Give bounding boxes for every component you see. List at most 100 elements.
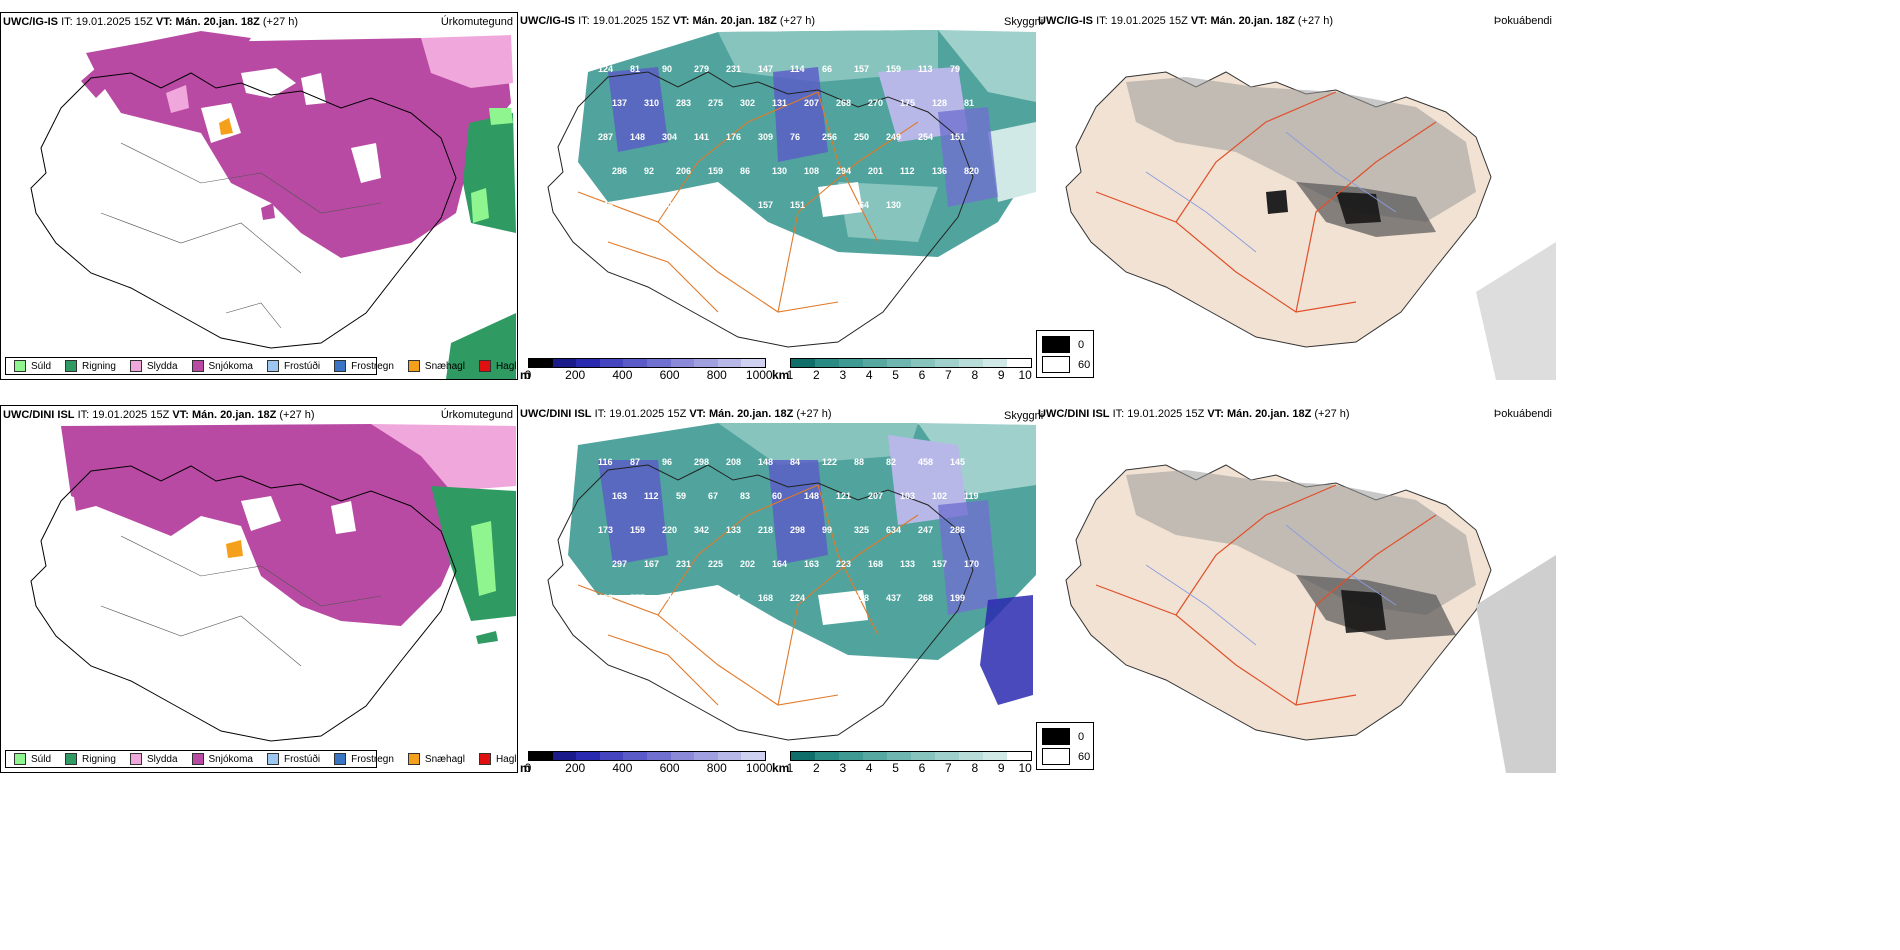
- ceiling-value-label: 133: [900, 559, 915, 569]
- ceiling-value-label: 164: [854, 200, 869, 210]
- ceiling-value-label: 157: [932, 559, 947, 569]
- ceiling-value-label: 201: [868, 166, 883, 176]
- field-name-skyggni-row2: Skyggni: [1004, 410, 1044, 422]
- visibility-unit: km: [772, 368, 790, 380]
- ceiling-value-label: 102: [932, 491, 947, 501]
- ceiling-value-label: 121: [836, 491, 851, 501]
- ceiling-value-label: 298: [790, 525, 805, 535]
- ceiling-value-label: 140: [630, 200, 645, 210]
- precip-panel-row2: UWC/DINI ISL IT: 19.01.2025 15Z VT: Mán.…: [0, 405, 518, 773]
- ceiling-value-label: 67: [708, 491, 718, 501]
- ceiling-value-label: 646: [598, 200, 613, 210]
- ceiling-value-label: 34: [772, 627, 782, 637]
- ceiling-value-label: 148: [804, 491, 819, 501]
- ceiling-value-label: 256: [822, 132, 837, 142]
- ceiling-value-label: 100: [662, 200, 677, 210]
- field-name: Þokuábendi: [1493, 408, 1552, 420]
- field-name: Úrkomutegund: [440, 16, 513, 28]
- precip-legend: Súld Rigning Slydda Snjókoma Frostúði Fr…: [5, 750, 517, 768]
- ceiling-value-label: 218: [758, 525, 773, 535]
- visibility-colorbar: km 1 2 3 4 5 6 7 8 9 10: [772, 749, 1034, 773]
- legend-item: Súld: [14, 360, 51, 372]
- fog-legend-row1: 0 60: [1036, 330, 1094, 378]
- ceiling-colorbar: m 0 200 400 600 800 1000: [520, 749, 773, 773]
- ceiling-value-label: 103: [900, 491, 915, 501]
- ceiling-value-label: 298: [694, 457, 709, 467]
- panel-title: UWC/IG-IS IT: 19.01.2025 15Z VT: Mán. 20…: [520, 15, 816, 27]
- ceiling-value-label: 131: [644, 627, 659, 637]
- legend-item: Frostúði: [266, 360, 320, 372]
- legend-item: Súld: [14, 753, 51, 765]
- ceiling-value-label: 76: [790, 132, 800, 142]
- ceiling-value-label: 116: [598, 457, 613, 467]
- visibility-unit: km: [772, 761, 790, 773]
- ceiling-value-label: 96: [662, 457, 672, 467]
- ceiling-value-label: 83: [740, 491, 750, 501]
- ceiling-value-label: 157: [758, 200, 773, 210]
- ceiling-value-label: 141: [662, 593, 677, 603]
- visibility-colorbar: km 1 2 3 4 5 6 7 8 9 10: [772, 356, 1034, 380]
- ceiling-value-label: 82: [886, 457, 896, 467]
- panel-title: UWC/IG-IS IT: 19.01.2025 15Z VT: Mán. 20…: [1038, 15, 1334, 27]
- ceiling-value-label: 170: [964, 559, 979, 569]
- ceiling-value-label: 197: [740, 627, 755, 637]
- ceiling-value-label: 279: [694, 64, 709, 74]
- ceiling-value-label: 302: [740, 98, 755, 108]
- ceiling-value-label: 223: [836, 559, 851, 569]
- ceiling-unit: m: [520, 761, 531, 773]
- ceiling-value-label: 157: [708, 627, 723, 637]
- panel-title: UWC/IG-IS IT: 19.01.2025 15Z VT: Mán. 20…: [3, 16, 299, 28]
- ceiling-value-label: 163: [612, 491, 627, 501]
- ceiling-value-label: 159: [886, 64, 901, 74]
- ceiling-labels: 116 87 96 298 208 148 84 122 88 82 458 145 163 112 59 6…: [598, 457, 979, 637]
- ceiling-value-label: 254: [918, 132, 933, 142]
- ceiling-value-label: 124: [598, 64, 613, 74]
- ceiling-value-label: 92: [644, 166, 654, 176]
- field-name: Þokuábendi: [1493, 15, 1552, 27]
- ceiling-value-label: 114: [726, 593, 741, 603]
- ceiling-value-label: 309: [758, 132, 773, 142]
- ceiling-value-label: 249: [886, 132, 901, 142]
- ceiling-value-label: 208: [726, 457, 741, 467]
- legend-item: Snjókoma: [191, 360, 253, 372]
- ceiling-value-label: 81: [630, 64, 640, 74]
- ceiling-value-label: 66: [822, 64, 832, 74]
- ceiling-value-label: 108: [804, 166, 819, 176]
- ceiling-value-label: 206: [676, 166, 691, 176]
- legend-item: Frostregn: [334, 360, 394, 372]
- ceiling-colorbar: m 0 200 400 600 800 1000: [520, 356, 773, 380]
- field-name-skyggni-row1: Skyggni: [1004, 16, 1044, 28]
- ceiling-value-label: 81: [964, 98, 974, 108]
- ceiling-labels: 124 81 90 279 231 147 114 66 157 159 113 79 137 310 28…: [598, 64, 979, 210]
- ceiling-value-label: 159: [630, 525, 645, 535]
- ceiling-value-label: 250: [854, 132, 869, 142]
- ceiling-value-label: 218: [854, 593, 869, 603]
- fog-panel-row1: UWC/IG-IS IT: 19.01.2025 15Z VT: Mán. 20…: [1036, 12, 1556, 380]
- ceiling-value-label: 247: [918, 525, 933, 535]
- ceiling-value-label: 458: [918, 457, 933, 467]
- ceiling-value-label: 130: [822, 200, 837, 210]
- ceiling-value-label: 324: [612, 627, 627, 637]
- ceiling-value-label: 128: [932, 98, 947, 108]
- ceiling-value-label: 79: [950, 64, 960, 74]
- ceiling-value-label: 151: [950, 132, 965, 142]
- ceiling-value-label: 167: [644, 559, 659, 569]
- ceiling-value-label: 275: [708, 98, 723, 108]
- ceiling-value-label: 141: [694, 132, 709, 142]
- fog-legend-row2: 0 60: [1036, 722, 1094, 770]
- ceiling-value-label: 268: [836, 98, 851, 108]
- ceiling-value-label: 148: [630, 132, 645, 142]
- ceiling-value-label: 168: [868, 559, 883, 569]
- ceiling-value-label: 207: [868, 491, 883, 501]
- ceiling-value-label: 224: [790, 593, 805, 603]
- ceiling-value-label: 84: [790, 457, 800, 467]
- legend-item: Frostúði: [266, 753, 320, 765]
- precip-panel-row1: UWC/IG-IS IT: 19.01.2025 15Z VT: Mán. 20…: [0, 12, 518, 380]
- ceiling-value-label: 131: [772, 98, 787, 108]
- ceiling-bar: [528, 358, 766, 368]
- ceiling-value-label: 168: [758, 593, 773, 603]
- ceiling-value-label: 225: [708, 559, 723, 569]
- panel-title: UWC/DINI ISL IT: 19.01.2025 15Z VT: Mán.…: [1038, 408, 1350, 420]
- legend-item: Frostregn: [334, 753, 394, 765]
- ceiling-value-label: 286: [612, 166, 627, 176]
